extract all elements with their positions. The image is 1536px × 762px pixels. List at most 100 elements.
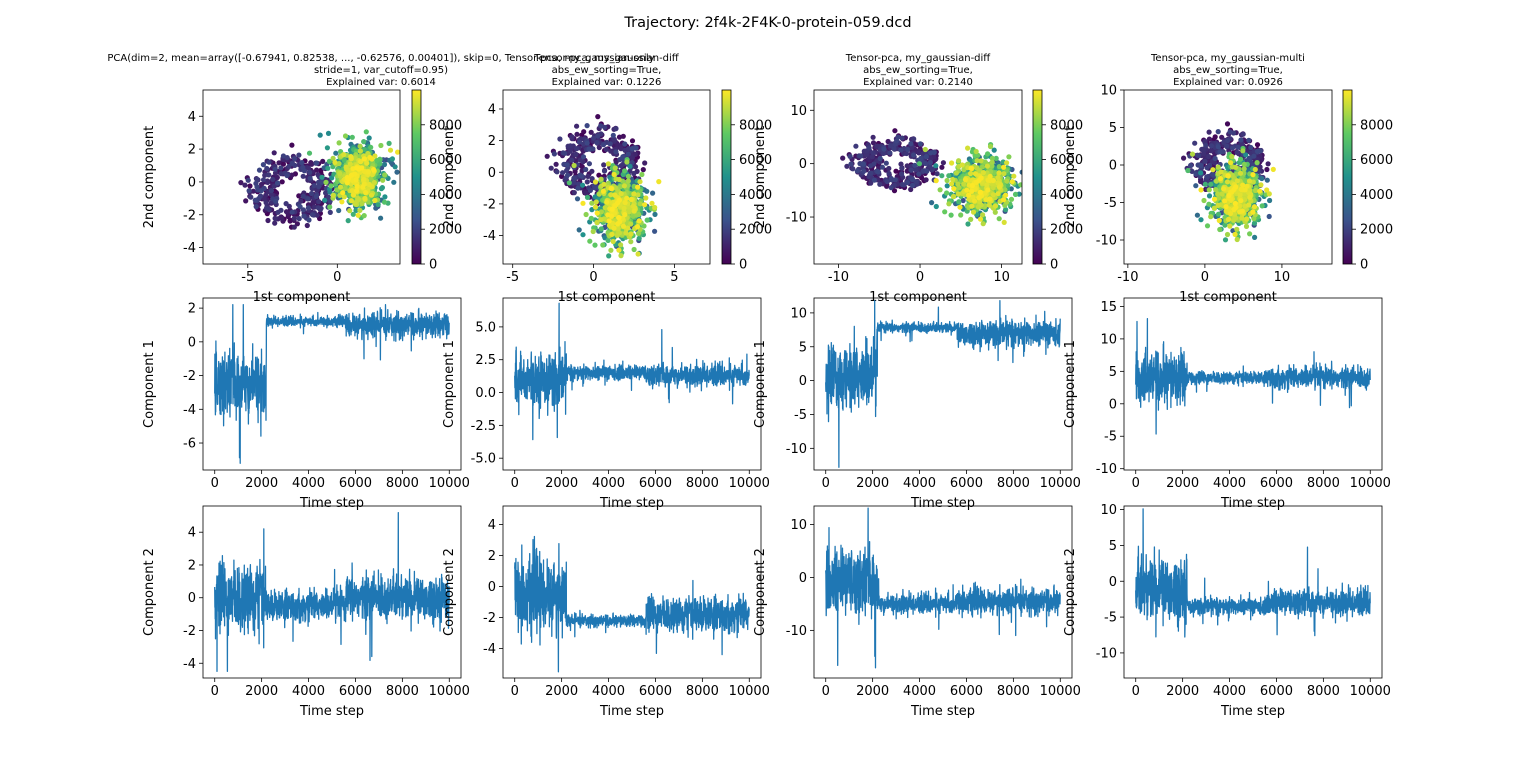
scatter-point: [601, 162, 607, 168]
scatter-point: [567, 143, 574, 149]
scatter-point: [949, 160, 955, 166]
x-tick-label: 0: [822, 476, 830, 491]
colorbar-tick-label: 6000: [739, 153, 772, 168]
colorbar-tick-label: 0: [429, 258, 437, 273]
time-series-1-panel-3-frame: [813, 297, 1073, 471]
scatter-point: [598, 176, 604, 182]
y-tick-label: 0: [799, 374, 807, 389]
scatter-point: [608, 247, 614, 253]
scatter-point: [911, 136, 917, 142]
scatter-point: [610, 132, 616, 138]
scatter-point: [964, 187, 970, 193]
scatter-point: [337, 170, 343, 176]
scatter-point: [615, 226, 621, 232]
scatter-point: [978, 189, 984, 195]
scatter-point: [289, 209, 295, 215]
x-tick-label: 8000: [386, 476, 419, 491]
scatter-point: [929, 166, 936, 172]
figure-suptitle: Trajectory: 2f4k-2F4K-0-protein-059.dcd: [623, 15, 911, 31]
scatter-point: [608, 148, 614, 154]
scatter-point: [311, 183, 317, 189]
scatter-point: [299, 160, 305, 166]
scatter-point: [1206, 153, 1212, 160]
x-tick-label: 5: [670, 270, 678, 285]
x-tick-label: -5: [241, 270, 254, 285]
scatter-point: [631, 246, 637, 253]
scatter-point: [359, 201, 365, 207]
scatter-point: [649, 200, 655, 206]
scatter-point: [324, 145, 330, 151]
scatter-point: [353, 207, 359, 213]
x-tick-label: 10: [993, 270, 1010, 285]
scatter-point: [635, 184, 641, 190]
scatter-point: [965, 221, 971, 227]
scatter-point: [360, 184, 366, 190]
scatter-point: [583, 190, 589, 196]
scatter-point: [986, 202, 992, 208]
scatter-point: [316, 184, 322, 190]
scatter-point: [363, 129, 369, 135]
x-axis-label: Time step: [299, 496, 364, 511]
scatter-point: [951, 186, 957, 192]
scatter-point: [263, 200, 269, 206]
y-axis-label: Component 1: [142, 340, 157, 428]
scatter-point: [616, 230, 623, 236]
scatter-point: [314, 167, 320, 173]
scatter-point: [618, 146, 624, 152]
scatter-point: [544, 153, 550, 159]
scatter-point: [598, 226, 604, 232]
scatter-point: [995, 175, 1001, 181]
scatter-point: [642, 202, 648, 208]
colorbar-tick-label: 4000: [429, 188, 462, 203]
scatter-point: [345, 218, 351, 224]
scatter-point: [923, 160, 929, 167]
scatter-point: [632, 164, 639, 170]
y-tick-label: -2: [483, 197, 496, 212]
scatter-point: [371, 167, 377, 173]
scatter-point: [334, 187, 340, 193]
scatter-point: [567, 148, 573, 154]
column-title-line: stride=1, var_cutoff=0.95): [314, 65, 448, 76]
scatter-point: [966, 196, 972, 202]
y-tick-label: 2: [188, 302, 196, 317]
scatter-point: [1008, 196, 1015, 202]
column-title-line: Tensor-pca, my_gaussian-multi: [1150, 53, 1305, 64]
scatter-point: [955, 181, 961, 187]
scatter-point: [565, 172, 571, 178]
scatter-point: [361, 168, 368, 175]
y-tick-label: 2: [188, 143, 196, 158]
x-axis-label: Time step: [599, 704, 664, 719]
scatter-point: [606, 253, 612, 259]
scatter-point: [601, 168, 608, 174]
scatter-point: [583, 166, 589, 173]
scatter-point: [580, 154, 587, 160]
scatter-point: [341, 157, 347, 163]
scatter-point: [887, 150, 893, 156]
scatter-point: [922, 146, 928, 153]
scatter-point: [593, 199, 599, 205]
scatter-point: [624, 195, 630, 201]
scatter-point: [291, 215, 297, 221]
scatter-point: [1021, 202, 1022, 205]
scatter-point: [349, 188, 355, 194]
x-axis-label: Time step: [299, 704, 364, 719]
scatter-point: [953, 170, 960, 176]
scatter-point: [327, 204, 333, 210]
y-axis-label: Component 1: [442, 340, 457, 428]
scatter-point: [1250, 162, 1256, 168]
scatter-point: [307, 175, 313, 181]
scatter-point: [350, 211, 356, 217]
scatter-point: [272, 220, 278, 226]
scatter-point: [957, 204, 963, 210]
scatter-point: [960, 197, 966, 204]
scatter-point: [860, 161, 867, 167]
scatter-point: [987, 173, 993, 179]
scatter-point: [325, 130, 332, 136]
scatter-point: [602, 124, 608, 130]
scatter-point: [399, 142, 400, 145]
scatter-point: [871, 177, 878, 183]
scatter-point: [879, 164, 886, 170]
x-tick-label: 6000: [950, 684, 983, 699]
scatter-point: [992, 203, 999, 209]
